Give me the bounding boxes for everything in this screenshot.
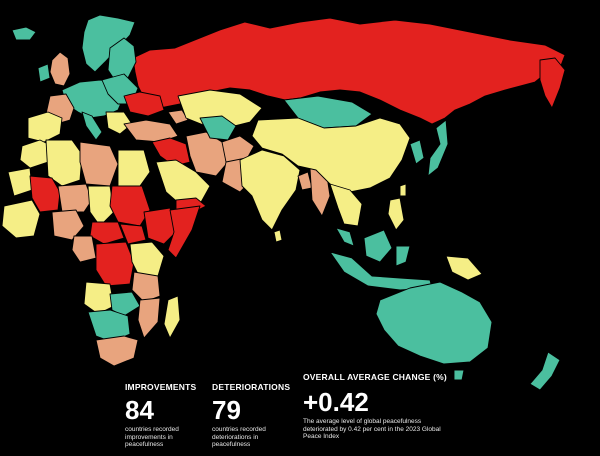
region-mozambique [137,297,161,339]
region-borneo [363,229,393,263]
region-new-zealand [529,351,561,391]
stat-description: countries recorded deteriorations in pea… [212,426,266,449]
region-sudan [109,185,151,227]
stat-overall-average-change: OVERALL AVERAGE CHANGE (%) +0.42 The ave… [303,372,453,441]
region-iceland [11,26,37,41]
region-algeria [45,139,83,187]
region-saudi [155,159,211,207]
region-madagascar [163,295,181,339]
region-cameroon-gabon [71,235,97,263]
region-australia [375,281,493,365]
region-caucasus [167,109,189,125]
region-italy [81,111,103,141]
stat-deteriorations: DETERIORATIONS 79 countries recorded det… [212,382,292,449]
region-somalia [167,205,201,259]
region-ukraine [123,91,165,117]
region-tasmania [453,369,465,381]
region-malaysia [335,227,355,247]
region-ethiopia [143,207,179,245]
region-egypt [117,149,151,187]
region-angola [83,281,115,315]
region-iberia [27,111,63,143]
region-kazakhstan [177,89,263,129]
region-sulawesi [395,245,411,267]
stat-value: 79 [212,395,241,425]
region-china [251,117,411,193]
region-turkey [123,119,179,143]
region-balkans [105,111,133,135]
region-kamchatka [539,57,566,109]
region-tanzania [131,271,161,303]
region-namibia-botswana [87,309,131,343]
stat-label: IMPROVEMENTS [125,382,197,392]
region-zambia [109,291,141,317]
stat-label: DETERIORATIONS [212,382,291,392]
region-south-africa [95,335,139,367]
region-taiwan [399,183,407,197]
region-uk [49,51,71,87]
region-indochina [329,183,363,227]
stat-description: The average level of global peacefulness… [303,418,441,441]
region-japan [427,119,449,177]
region-drc [95,241,135,287]
stat-description: countries recorded improvements in peace… [125,426,179,449]
stat-label: OVERALL AVERAGE CHANGE (%) [303,372,447,382]
stat-value: +0.42 [303,387,369,417]
region-sri-lanka [273,229,283,243]
region-nigeria [51,209,85,241]
region-niger [57,183,93,213]
region-central-african-rep [89,221,125,245]
region-syria-iraq [151,137,191,167]
region-sweden-finland [107,37,137,83]
region-korea [409,139,425,165]
region-libya [79,141,119,187]
region-philippines [387,197,405,231]
region-india [239,149,301,231]
stat-value: 84 [125,395,154,425]
region-western-sahara [7,167,33,197]
region-ireland [37,63,51,83]
region-west-africa [1,199,41,239]
region-central-asia [199,115,237,141]
region-mali [29,175,61,213]
stat-improvements: IMPROVEMENTS 84 countries recorded impro… [125,382,200,449]
region-south-sudan [119,223,147,245]
region-bangladesh [297,171,313,191]
region-papua [445,255,483,281]
region-chad [87,185,115,227]
